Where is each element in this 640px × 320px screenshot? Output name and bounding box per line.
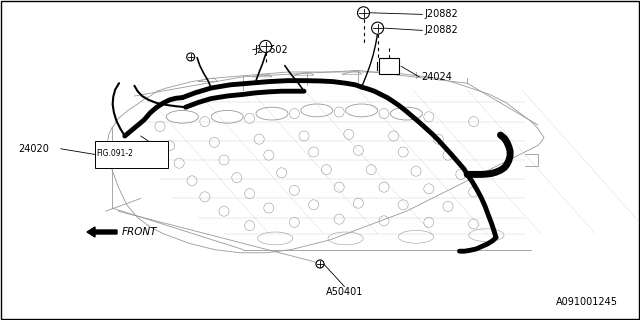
- Circle shape: [187, 53, 195, 61]
- Text: J20602: J20602: [255, 44, 289, 55]
- Text: FRONT: FRONT: [122, 227, 157, 237]
- Text: FIG.091-2: FIG.091-2: [97, 148, 134, 157]
- Text: A50401: A50401: [326, 287, 363, 297]
- Text: J20882: J20882: [424, 9, 458, 20]
- Circle shape: [372, 22, 383, 34]
- FancyArrow shape: [87, 227, 117, 237]
- Text: J20882: J20882: [424, 25, 458, 36]
- Text: 24024: 24024: [421, 72, 452, 82]
- Bar: [95, 141, 168, 168]
- Bar: [379, 58, 399, 74]
- Text: 24020: 24020: [18, 144, 49, 154]
- Circle shape: [316, 260, 324, 268]
- Circle shape: [358, 7, 369, 19]
- Circle shape: [260, 40, 271, 52]
- Text: A091001245: A091001245: [556, 297, 618, 307]
